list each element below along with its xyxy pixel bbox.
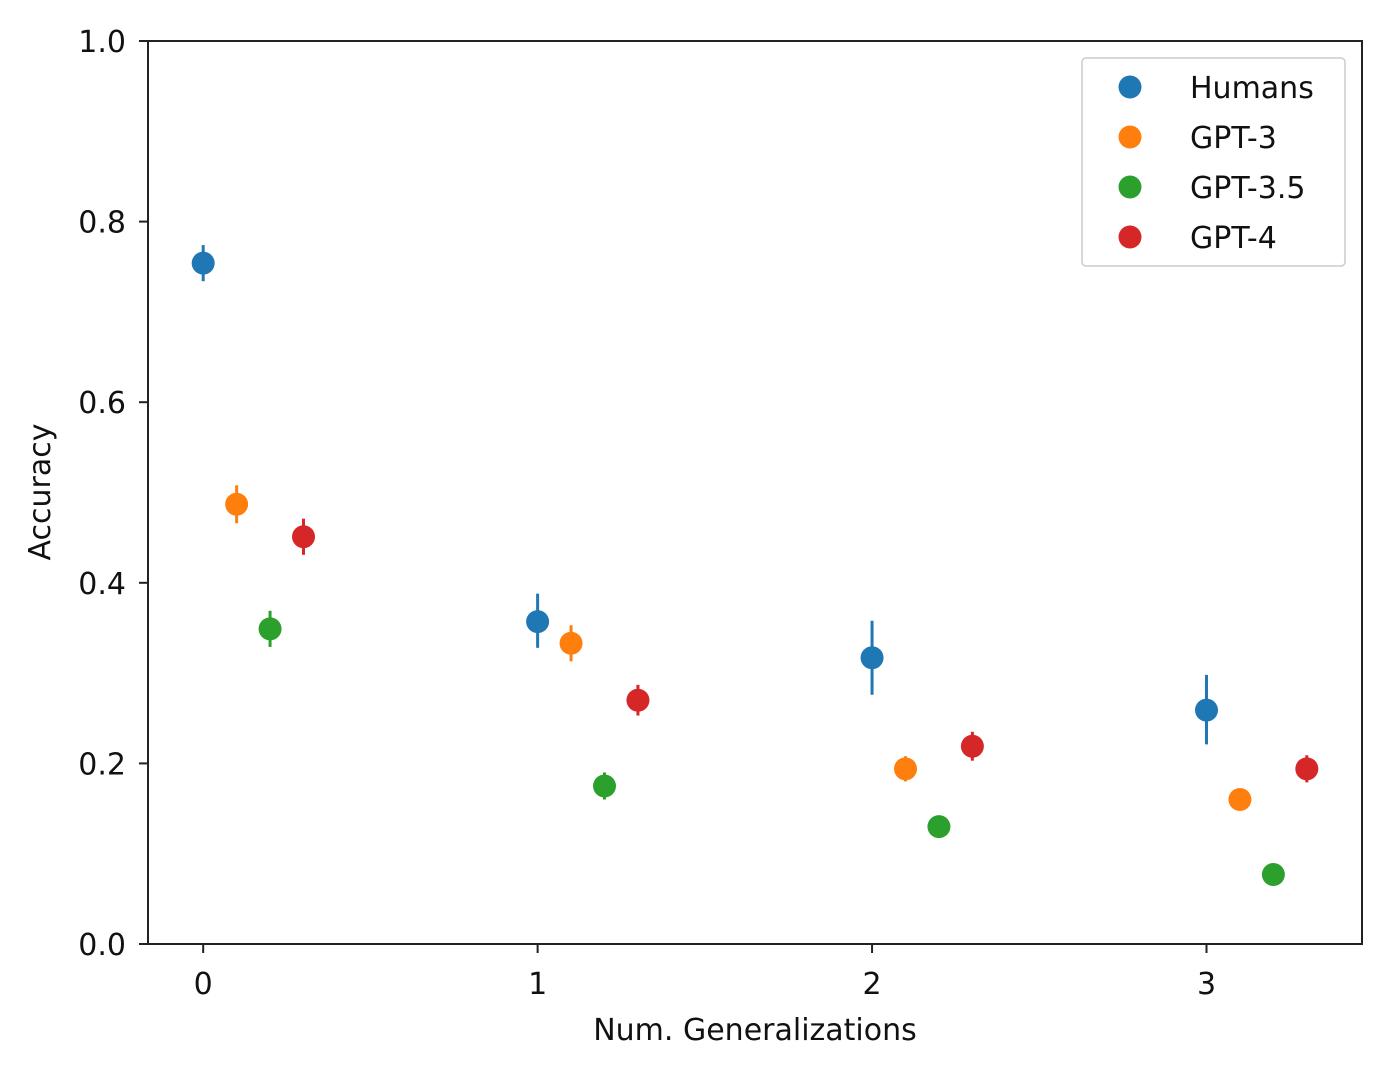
y-tick-label: 0.4 <box>78 567 126 602</box>
x-tick-label: 0 <box>194 967 213 1002</box>
series-gpt-3-5 <box>258 610 1285 886</box>
data-point <box>526 610 550 634</box>
data-point <box>258 617 282 641</box>
legend-label: GPT-3 <box>1190 121 1277 156</box>
legend-marker <box>1118 75 1142 99</box>
marks-layer <box>191 245 1319 886</box>
data-point <box>1295 757 1319 781</box>
series-gpt-3 <box>225 485 1252 812</box>
data-point <box>1194 698 1218 722</box>
y-tick-label: 0.0 <box>78 928 126 963</box>
data-point <box>626 688 650 712</box>
data-point <box>1261 862 1285 886</box>
legend-label: GPT-3.5 <box>1190 171 1305 206</box>
x-tick-label: 2 <box>863 967 882 1002</box>
x-tick-label: 3 <box>1197 967 1216 1002</box>
legend-marker <box>1118 225 1142 249</box>
data-point <box>191 251 215 275</box>
y-axis: 0.0 0.2 0.4 0.6 0.8 1.0 <box>78 25 148 963</box>
y-axis-label: Accuracy <box>23 424 58 561</box>
data-point <box>1228 788 1252 812</box>
y-tick-label: 0.6 <box>78 386 126 421</box>
data-point <box>893 757 917 781</box>
x-tick-label: 1 <box>528 967 547 1002</box>
data-point <box>225 492 249 516</box>
x-axis-label: Num. Generalizations <box>593 1013 917 1048</box>
data-point <box>593 774 617 798</box>
x-axis: 0 1 2 3 <box>194 944 1216 1002</box>
y-tick-label: 0.8 <box>78 206 126 241</box>
legend-label: GPT-4 <box>1190 221 1277 256</box>
legend-marker <box>1118 125 1142 149</box>
data-point <box>860 646 884 670</box>
series-humans <box>191 245 1218 745</box>
data-point <box>292 525 316 549</box>
series-gpt-4 <box>292 518 1319 783</box>
data-point <box>927 815 951 839</box>
data-point <box>559 631 583 655</box>
legend-marker <box>1118 175 1142 199</box>
legend-label: Humans <box>1190 71 1314 106</box>
legend: Humans GPT-3 GPT-3.5 GPT-4 <box>1081 57 1346 267</box>
y-tick-label: 0.2 <box>78 747 126 782</box>
plot-frame <box>147 40 1363 945</box>
y-tick-label: 1.0 <box>78 25 126 60</box>
legend-frame <box>1081 57 1346 267</box>
data-point <box>960 734 984 758</box>
